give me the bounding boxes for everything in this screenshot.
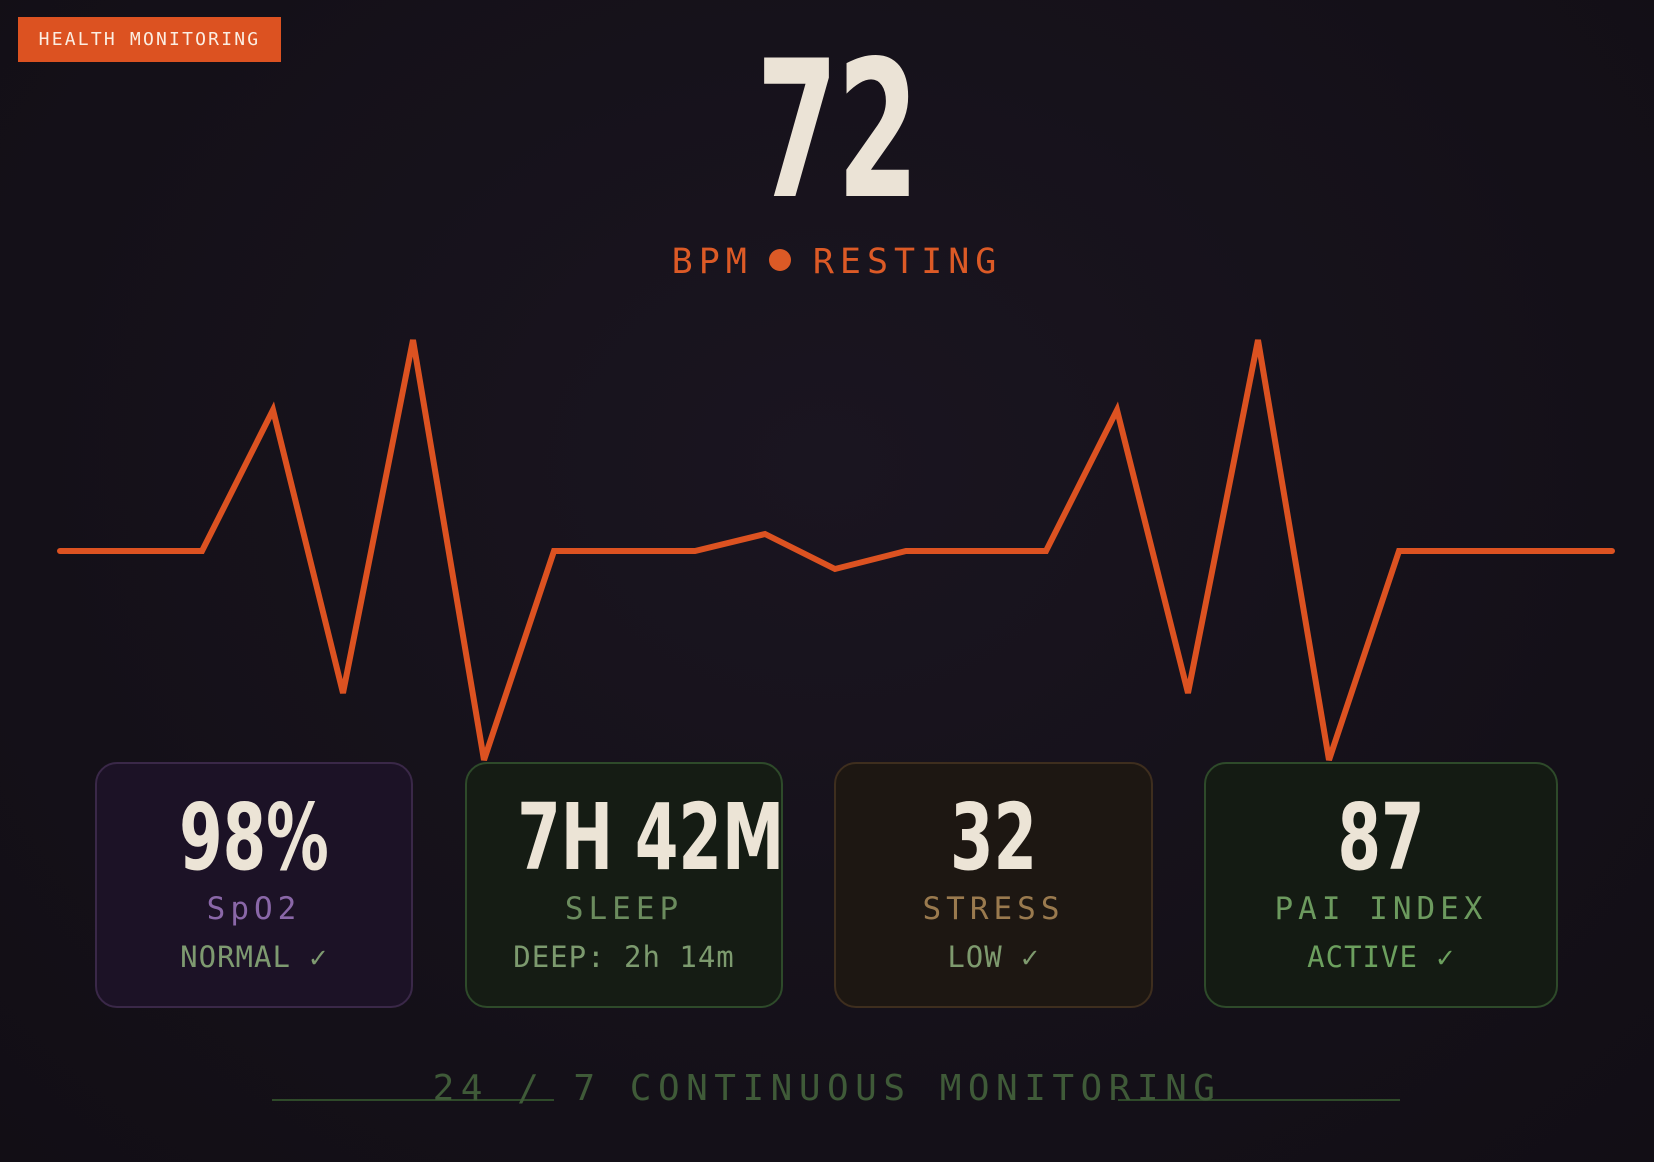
sleep-value: 7H 42M (517, 784, 785, 891)
status-dot-icon (768, 249, 791, 271)
stress-status: LOW ✓ (947, 940, 1040, 974)
stress-label: STRESS (922, 891, 1065, 927)
footer-divider-left (272, 1099, 554, 1101)
stress-value: 32 (949, 784, 1038, 891)
heart-rate-unit: BPM (671, 242, 753, 282)
pai-index-card[interactable]: 87 PAI INDEX ACTIVE ✓ (1204, 762, 1558, 1008)
stress-card[interactable]: 32 STRESS LOW ✓ (834, 762, 1153, 1008)
heart-rate-value: 72 (756, 20, 919, 241)
pai-index-label: PAI INDEX (1274, 891, 1488, 927)
footer-divider-right (1118, 1099, 1400, 1101)
spo2-label: SpO2 (206, 891, 302, 927)
pai-index-value: 87 (1337, 784, 1425, 891)
spo2-card[interactable]: 98% SpO2 NORMAL ✓ (95, 762, 413, 1008)
sleep-label: SLEEP (564, 891, 684, 927)
health-monitoring-badge: HEALTH MONITORING (18, 17, 281, 62)
heart-rate-state: RESTING (812, 242, 1003, 282)
sleep-status: DEEP: 2h 14m (513, 940, 735, 974)
sleep-card[interactable]: 7H 42M SLEEP DEEP: 2h 14m (465, 762, 785, 1008)
pai-index-status: ACTIVE ✓ (1307, 940, 1455, 974)
spo2-status: NORMAL ✓ (180, 940, 328, 974)
ekg-line (57, 339, 1615, 761)
spo2-value: 98% (179, 784, 329, 891)
heart-rate-label: BPM RESTING (0, 242, 1654, 282)
footer-caption: 24 / 7 CONTINUOUS MONITORING (432, 1068, 1222, 1109)
